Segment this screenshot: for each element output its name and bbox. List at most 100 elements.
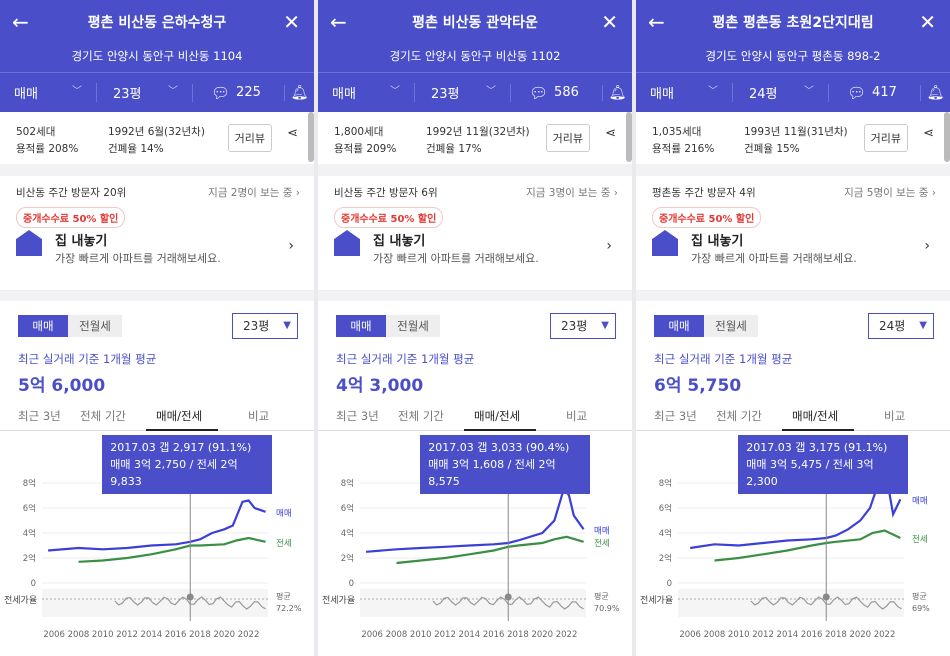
chevron-down-icon: ﹀	[804, 86, 814, 97]
jeonse-tab[interactable]: 전월세	[704, 315, 758, 337]
back-arrow-icon[interactable]: ←	[12, 10, 29, 34]
pyeong-dropdown[interactable]: 23평 ▼	[232, 313, 298, 339]
sale-tab[interactable]: 매매	[336, 315, 386, 337]
tab-all-period[interactable]: 전체 기간	[398, 409, 444, 423]
list-property-banner[interactable]: 중개수수료 50% 할인 집 내놓기 가장 빠르게 아파트를 거래해보세요. ›	[0, 206, 314, 291]
house-icon	[652, 230, 678, 256]
trade-type-select[interactable]: 매매 ﹀	[636, 83, 732, 102]
tab-sale-jeonse[interactable]: 매매/전세	[474, 409, 521, 423]
house-icon	[334, 230, 360, 256]
price-chart[interactable]: 8억 6억 4억 2억 0 전세가율 평균 69% 매매 전세 2006 2008 2010 2012 20…	[636, 431, 950, 651]
tab-compare[interactable]: 비교	[248, 409, 270, 423]
avg-label: 최근 실거래 기준 1개월 평균	[18, 352, 157, 366]
tooltip-gap: 2017.03 갭 3,033 (90.4%)	[428, 441, 570, 454]
comments-button[interactable]: 💬︎ 225	[192, 83, 284, 102]
tab-sale-jeonse[interactable]: 매매/전세	[156, 409, 203, 423]
scrollbar[interactable]	[626, 112, 632, 162]
visitor-rank-row[interactable]: 비산동 주간 방문자 6위 지금 3명이 보는 중 ›	[334, 187, 618, 199]
y-tick-label: 4억	[23, 528, 36, 539]
pyeong-select[interactable]: 23평 ﹀	[414, 83, 510, 102]
chevron-right-icon: ›	[606, 238, 612, 254]
ratio-label: 전세가율	[640, 595, 673, 606]
visitor-rank-row[interactable]: 평촌동 주간 방문자 4위 지금 5명이 보는 중 ›	[652, 187, 936, 199]
complex-title: 평촌 비산동 관악타운	[412, 15, 538, 31]
property-panel: ← 평촌 평촌동 초원2단지대림 ✕ 경기도 안양시 동안구 평촌동 898-2…	[636, 0, 950, 656]
list-property-banner[interactable]: 중개수수료 50% 할인 집 내놓기 가장 빠르게 아파트를 거래해보세요. ›	[318, 206, 632, 291]
visitor-rank: 비산동 주간 방문자 6위	[334, 187, 438, 199]
x-tick-label: 2016	[165, 630, 187, 640]
share-icon[interactable]: ⋖	[605, 126, 616, 141]
tab-compare[interactable]: 비교	[884, 409, 906, 423]
y-tick-label: 8억	[659, 478, 672, 489]
tab-recent-3y[interactable]: 최근 3년	[654, 409, 697, 423]
comments-button[interactable]: 💬︎ 417	[828, 83, 920, 102]
tab-recent-3y[interactable]: 최근 3년	[336, 409, 379, 423]
sale-tab[interactable]: 매매	[18, 315, 68, 337]
tab-all-period[interactable]: 전체 기간	[716, 409, 762, 423]
ratio-avg-value: 72.2%	[276, 604, 302, 613]
pyeong-select[interactable]: 23평 ﹀	[96, 83, 192, 102]
comments-button[interactable]: 💬︎ 586	[510, 83, 602, 102]
share-icon[interactable]: ⋖	[923, 126, 934, 141]
share-icon[interactable]: ⋖	[287, 126, 298, 141]
close-icon[interactable]: ✕	[919, 10, 936, 34]
trade-type-select[interactable]: 매매 ﹀	[318, 83, 414, 102]
chart-tooltip: 2017.03 갭 3,033 (90.4%) 매매 3억 1,608 / 전세…	[420, 435, 591, 494]
pyeong-dropdown[interactable]: 24평 ▼	[868, 313, 934, 339]
y-tick-label: 4억	[659, 528, 672, 539]
list-property-banner[interactable]: 중개수수료 50% 할인 집 내놓기 가장 빠르게 아파트를 거래해보세요. ›	[636, 206, 950, 291]
tab-sale-jeonse[interactable]: 매매/전세	[792, 409, 839, 423]
distance-view-button[interactable]: 거리뷰	[863, 124, 908, 152]
caret-down-icon: ▼	[283, 320, 291, 331]
scrollbar[interactable]	[308, 112, 314, 162]
distance-view-button[interactable]: 거리뷰	[545, 124, 590, 152]
divider	[636, 291, 950, 301]
back-arrow-icon[interactable]: ←	[330, 10, 347, 34]
bell-icon[interactable]: 🔔︎	[920, 84, 950, 101]
tab-recent-3y[interactable]: 최근 3년	[18, 409, 61, 423]
complex-info: 1,800세대 용적률 209% 1992년 11월(32년차) 건폐율 17% 거…	[318, 112, 632, 164]
ratio-label: 전세가율	[4, 595, 37, 606]
tab-compare[interactable]: 비교	[566, 409, 588, 423]
sale-tab[interactable]: 매매	[654, 315, 704, 337]
avg-price: 4억 3,000	[336, 376, 424, 396]
bell-icon[interactable]: 🔔︎	[602, 84, 632, 101]
jeonse-tab[interactable]: 전월세	[386, 315, 440, 337]
y-tick-label: 6억	[659, 503, 672, 514]
complex-title: 평촌 평촌동 초원2단지대림	[712, 15, 874, 31]
jeonse-tab[interactable]: 전월세	[68, 315, 122, 337]
pyeong-dropdown[interactable]: 23평 ▼	[550, 313, 616, 339]
visitor-rank: 비산동 주간 방문자 20위	[16, 187, 127, 199]
back-arrow-icon[interactable]: ←	[648, 10, 665, 34]
distance-view-button[interactable]: 거리뷰	[227, 124, 272, 152]
divider	[0, 291, 314, 301]
bell-icon[interactable]: 🔔︎	[284, 84, 314, 101]
pyeong-select[interactable]: 24평 ﹀	[732, 83, 828, 102]
chevron-right-icon: ›	[924, 238, 930, 254]
series-label: 전세	[912, 534, 928, 545]
trade-type-label: 매매	[650, 87, 674, 102]
ratio-avg-value: 69%	[912, 604, 930, 613]
visitor-rank-row[interactable]: 비산동 주간 방문자 20위 지금 2명이 보는 중 ›	[16, 187, 300, 199]
price-chart[interactable]: 8억 6억 4억 2억 0 전세가율 평균 72.2% 매매 전세 2006 2008 2010 2012…	[0, 431, 314, 651]
dropdown-value: 23평	[561, 319, 588, 333]
x-tick-label: 2008	[386, 630, 408, 640]
chart-tooltip: 2017.03 갭 3,175 (91.1%) 매매 3억 5,475 / 전세…	[738, 435, 909, 494]
x-tick-label: 2018	[507, 630, 529, 640]
panel-header: ← 평촌 평촌동 초원2단지대림 ✕ 경기도 안양시 동안구 평촌동 898-2…	[636, 0, 950, 112]
close-icon[interactable]: ✕	[283, 10, 300, 34]
jeonse-series-line	[396, 535, 584, 565]
close-icon[interactable]: ✕	[601, 10, 618, 34]
built-date: 1992년 11월(32년차)	[426, 126, 530, 138]
tab-all-period[interactable]: 전체 기간	[80, 409, 126, 423]
built-date: 1993년 11월(31년차)	[744, 126, 848, 138]
trade-type-select[interactable]: 매매 ﹀	[0, 83, 96, 102]
price-chart[interactable]: 8억 6억 4억 2억 0 전세가율 평균 70.9% 매매 전세 2006 2008 2010 2012…	[318, 431, 632, 651]
coverage-ratio: 건폐율 15%	[744, 143, 800, 155]
avg-price: 6억 5,750	[654, 376, 742, 396]
floor-area-ratio: 용적률 208%	[16, 143, 79, 155]
scrollbar[interactable]	[944, 112, 950, 162]
